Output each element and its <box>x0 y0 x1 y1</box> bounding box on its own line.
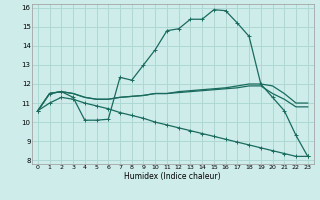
X-axis label: Humidex (Indice chaleur): Humidex (Indice chaleur) <box>124 172 221 181</box>
